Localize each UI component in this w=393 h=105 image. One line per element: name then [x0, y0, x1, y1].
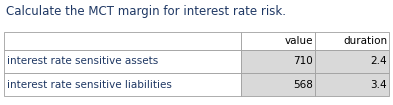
Bar: [4, 50, 241, 73]
Text: 568: 568: [293, 79, 313, 89]
Text: 2.4: 2.4: [370, 56, 387, 66]
Text: duration: duration: [343, 36, 387, 46]
Bar: [315, 73, 389, 96]
Bar: [4, 32, 241, 50]
Bar: [241, 73, 315, 96]
Text: interest rate sensitive liabilities: interest rate sensitive liabilities: [7, 79, 172, 89]
Text: 3.4: 3.4: [370, 79, 387, 89]
Text: Calculate the MCT margin for interest rate risk.: Calculate the MCT margin for interest ra…: [6, 5, 286, 18]
Text: 710: 710: [293, 56, 313, 66]
Bar: [4, 73, 241, 96]
Bar: [315, 50, 389, 73]
Bar: [315, 32, 389, 50]
Text: interest rate sensitive assets: interest rate sensitive assets: [7, 56, 158, 66]
Text: value: value: [284, 36, 313, 46]
Bar: [241, 32, 315, 50]
Bar: [241, 50, 315, 73]
